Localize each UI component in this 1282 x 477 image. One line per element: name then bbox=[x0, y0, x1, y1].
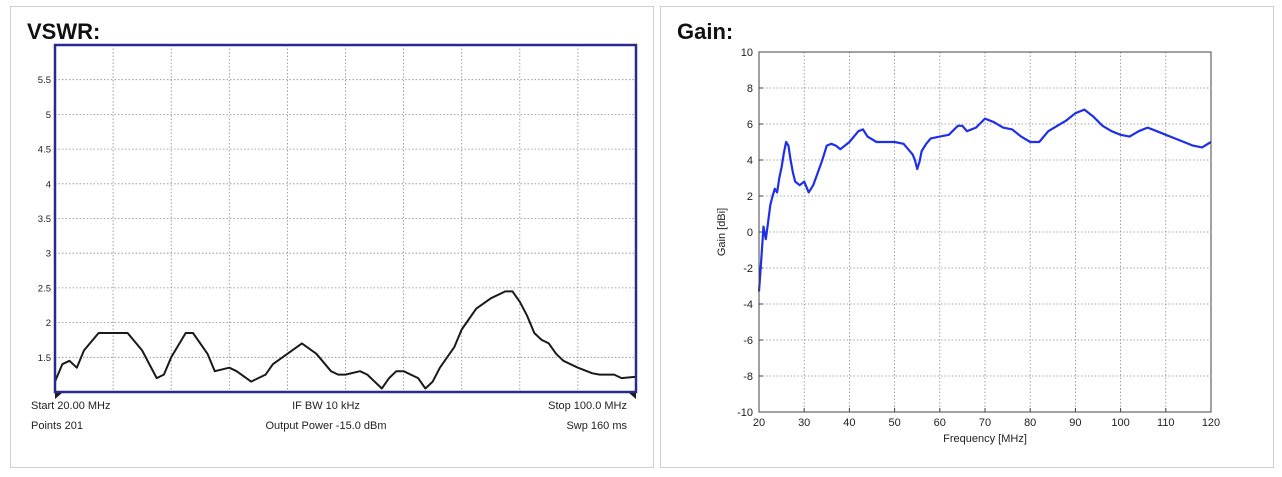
gain-axes-frame bbox=[758, 51, 1212, 413]
gain-x-tick-label: 120 bbox=[1202, 417, 1220, 429]
vswr-footer-start: Start 20.00 MHz bbox=[31, 400, 110, 412]
vswr-trace bbox=[54, 290, 637, 390]
gain-y-tick-label: -2 bbox=[743, 263, 753, 275]
vswr-grid bbox=[55, 45, 636, 392]
vswr-chart: 1.5 2 2.5 3 3.5 4 4.5 5 5.5 Start 20.00 MHz IF B… bbox=[31, 43, 638, 432]
vswr-y-tick-label: 5 bbox=[46, 110, 51, 121]
vswr-title: VSWR: bbox=[27, 19, 101, 44]
gain-x-tick-label: 30 bbox=[798, 417, 810, 429]
gain-y-tick-label: -6 bbox=[743, 335, 753, 347]
vswr-y-tick-label: 4.5 bbox=[38, 145, 51, 156]
vswr-y-tick-label: 3.5 bbox=[38, 214, 51, 225]
vswr-y-tick-label: 2.5 bbox=[38, 283, 51, 294]
vswr-footer-ifbw: IF BW 10 kHz bbox=[292, 400, 360, 412]
stop-marker-icon bbox=[629, 393, 636, 399]
vswr-panel: VSWR: 1.5 2 2.5 3 3.5 4 4.5 5 5.5 Start 20.00 MH… bbox=[10, 6, 654, 468]
gain-y-axis-label: Gain [dBi] bbox=[716, 208, 728, 256]
vswr-y-tick-label: 2 bbox=[46, 318, 51, 329]
gain-y-tick-labels: -10 -8 -6 -4 -2 0 2 4 6 8 10 bbox=[737, 47, 753, 419]
gain-chart: 20 30 40 50 60 70 80 90 100 110 120 -10 -8 -6 -4 -2 0 2 4… bbox=[716, 47, 1220, 445]
gain-y-tick-label: -8 bbox=[743, 371, 753, 383]
gain-x-tick-label: 80 bbox=[1024, 417, 1036, 429]
gain-x-tick-label: 70 bbox=[979, 417, 991, 429]
gain-y-tick-label: 6 bbox=[747, 119, 753, 131]
vswr-footer-points: Points 201 bbox=[31, 420, 83, 432]
vswr-y-tick-label: 1.5 bbox=[38, 353, 51, 364]
gain-y-tick-label: 2 bbox=[747, 191, 753, 203]
gain-x-tick-label: 20 bbox=[753, 417, 765, 429]
gain-y-tick-label: 8 bbox=[747, 83, 753, 95]
gain-trace bbox=[757, 108, 1212, 292]
gain-y-tick-label: -4 bbox=[743, 299, 753, 311]
gain-y-tick-label: -10 bbox=[737, 407, 753, 419]
vswr-footer-power: Output Power -15.0 dBm bbox=[265, 420, 386, 432]
gain-y-tick-label: 4 bbox=[747, 155, 753, 167]
gain-x-tick-label: 60 bbox=[934, 417, 946, 429]
vswr-y-tick-labels: 1.5 2 2.5 3 3.5 4 4.5 5 5.5 bbox=[38, 75, 51, 364]
vswr-frame bbox=[53, 43, 638, 394]
gain-x-tick-label: 50 bbox=[888, 417, 900, 429]
gain-title: Gain: bbox=[677, 19, 734, 44]
gain-y-tick-label: 0 bbox=[747, 227, 753, 239]
start-marker-icon bbox=[55, 393, 62, 399]
vswr-y-tick-label: 4 bbox=[46, 179, 51, 190]
gain-y-tick-label: 10 bbox=[741, 47, 753, 59]
vswr-frame-marks bbox=[55, 393, 636, 399]
gain-x-tick-label: 90 bbox=[1069, 417, 1081, 429]
gain-x-tick-label: 110 bbox=[1157, 417, 1175, 429]
gain-x-tick-label: 100 bbox=[1111, 417, 1129, 429]
vswr-footer-stop: Stop 100.0 MHz bbox=[548, 400, 627, 412]
vswr-y-tick-label: 3 bbox=[46, 249, 51, 260]
vswr-footer-sweep: Swp 160 ms bbox=[566, 420, 627, 432]
gain-x-tick-labels: 20 30 40 50 60 70 80 90 100 110 120 bbox=[753, 417, 1220, 429]
gain-x-tick-label: 40 bbox=[843, 417, 855, 429]
vswr-y-tick-label: 5.5 bbox=[38, 75, 51, 86]
gain-grid bbox=[758, 51, 1212, 413]
gain-x-axis-label: Frequency [MHz] bbox=[943, 433, 1027, 445]
gain-panel: Gain: 20 30 40 50 60 70 80 90 100 110 120 -10 -8 -6-… bbox=[660, 6, 1274, 468]
